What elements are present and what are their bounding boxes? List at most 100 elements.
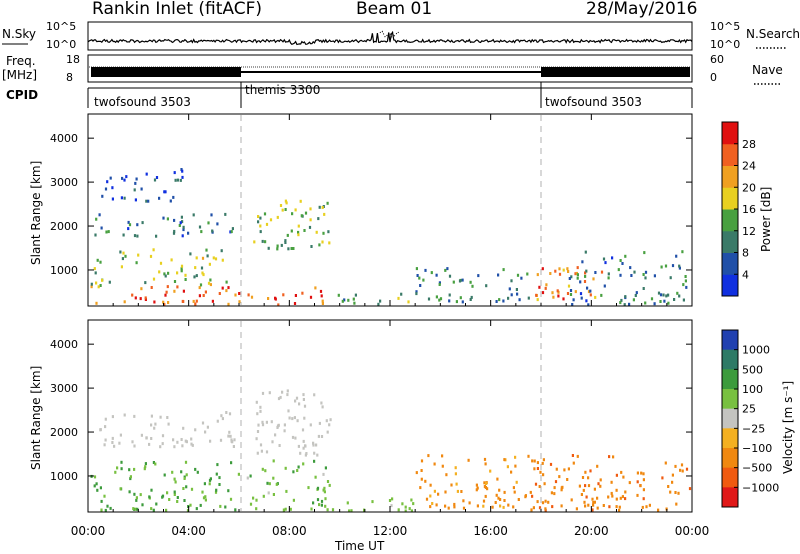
nave-tick-top: 60	[710, 53, 724, 66]
velocity-cell-6	[585, 495, 588, 499]
power-cell-1	[206, 254, 209, 258]
velocity-cell-3	[293, 416, 296, 420]
velocity-cell-2	[272, 459, 275, 463]
power-cell-9	[607, 276, 610, 280]
velocity-cell-3	[304, 444, 307, 448]
power-cell-7	[502, 268, 505, 272]
power-cell-0	[221, 286, 224, 290]
velocity-cell-6	[607, 495, 610, 499]
velocity-cell-5	[502, 505, 505, 509]
velocity-cell-5	[499, 498, 502, 501]
velocity-cell-6	[591, 497, 594, 501]
velocity-y-axis-title: Slant Range [km]	[29, 366, 43, 470]
power-cell-5	[322, 231, 325, 235]
velocity-cell-0	[141, 503, 144, 507]
velocity-cell-5	[515, 480, 518, 484]
power-scale-title: Power [dB]	[759, 187, 773, 252]
velocity-cell-1	[216, 419, 219, 423]
velocity-cell-6	[596, 464, 599, 468]
velocity-cell-0	[216, 463, 219, 467]
power-cell-5	[286, 233, 289, 237]
power-cell-4	[319, 289, 323, 293]
velocity-cell-6	[593, 500, 596, 504]
power-cell-8	[589, 293, 592, 297]
power-cell-0	[144, 298, 147, 301]
velocity-cell-3	[265, 450, 269, 454]
velocity-cell-6	[657, 508, 660, 512]
power-cell-9	[642, 273, 645, 276]
power-cell-5	[309, 207, 312, 211]
velocity-cell-0	[209, 477, 212, 481]
velocity-cell-3	[294, 436, 297, 440]
power-cell-7	[495, 300, 498, 303]
freq-block-twofsound-late	[541, 67, 690, 77]
power-cell-8	[566, 267, 569, 271]
velocity-cell-0	[180, 470, 183, 474]
velocity-cell-1	[131, 440, 134, 444]
power-cell-9	[586, 286, 589, 290]
velocity-cell-2	[324, 466, 327, 470]
time-axis: 00:00 04:00 08:00 12:00 16:00 20:00 00:00	[71, 114, 709, 538]
power-cell-3	[145, 172, 148, 176]
power-cell-7	[526, 272, 529, 276]
power-cell-8	[545, 283, 548, 287]
power-cell-5	[259, 216, 262, 220]
power-cell-2	[128, 223, 132, 227]
power-cell-0	[167, 301, 170, 304]
velocity-cell-0	[103, 494, 106, 498]
velocity-cell-5	[453, 502, 456, 506]
velocity-cell-6	[615, 473, 618, 477]
power-cell-8	[536, 273, 539, 277]
velocity-cell-0	[218, 476, 221, 480]
time-tick-5: 20:00	[574, 524, 609, 538]
velocity-cell-6	[642, 488, 645, 492]
time-tick-0: 00:00	[71, 524, 106, 538]
velocity-cell-3	[259, 405, 262, 409]
velocity-cell-1	[194, 428, 197, 432]
velocity-cell-3	[259, 443, 263, 447]
velocity-cell-0	[229, 497, 233, 501]
power-cell-0	[139, 297, 142, 301]
power-cell-3	[133, 188, 136, 192]
velocity-cell-1	[145, 436, 148, 440]
power-cell-9	[570, 275, 573, 279]
velocity-cell-6	[645, 505, 648, 509]
power-cell-4	[247, 293, 250, 297]
velocity-cell-0	[204, 498, 207, 502]
velocity-cell-2	[292, 498, 295, 502]
velocity-cell-6	[560, 488, 563, 492]
power-cell-0	[165, 290, 168, 294]
velocity-range-tick-3000: 3000	[50, 382, 78, 395]
velocity-cell-1	[111, 415, 114, 419]
noise-left-tick-top: 10^5	[46, 20, 76, 33]
velocity-cell-6	[596, 506, 599, 510]
velocity-cell-4	[390, 504, 393, 508]
power-cell-7	[470, 295, 473, 299]
velocity-cell-6	[558, 475, 561, 479]
power-cell-0	[238, 300, 241, 304]
velocity-cell-5	[444, 504, 447, 508]
freq-unit-label: [MHz]	[2, 68, 37, 82]
power-cell-9	[667, 301, 670, 305]
velocity-cell-5	[444, 490, 447, 494]
power-cell-3	[153, 178, 157, 182]
velocity-cell-3	[297, 444, 300, 448]
velocity-cell-3	[278, 444, 281, 447]
power-cell-9	[650, 297, 654, 301]
velocity-cell-1	[133, 414, 136, 418]
velocity-cell-5	[483, 457, 487, 461]
velocity-cell-3	[298, 402, 301, 406]
velocity-cell-3	[283, 429, 286, 433]
power-cell-7	[508, 287, 511, 291]
power-cell-9	[663, 299, 666, 303]
velocity-cell-0	[96, 488, 99, 492]
velocity-cell-3	[274, 433, 277, 437]
power-cell-2	[181, 234, 184, 238]
velocity-cell-6	[571, 454, 574, 457]
power-cell-6	[377, 302, 380, 306]
power-cell-3	[109, 176, 112, 180]
power-cell-5	[318, 243, 321, 247]
power-cell-9	[589, 289, 592, 293]
velocity-cell-6	[596, 496, 599, 500]
nsky-label: N.Sky	[2, 27, 36, 41]
